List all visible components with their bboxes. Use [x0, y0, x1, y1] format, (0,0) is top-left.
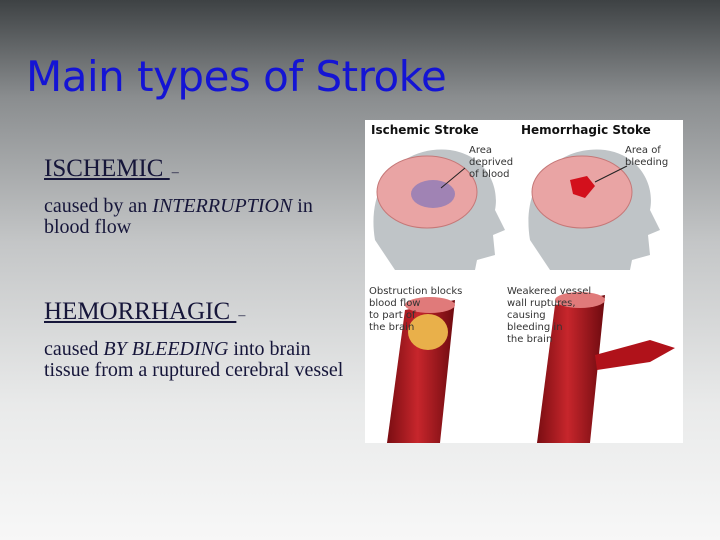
figure-label: bleeding in — [507, 322, 563, 333]
section-heading: HEMORRHAGIC – — [44, 297, 354, 331]
ischemic-section: ISCHEMIC – caused by an INTERRUPTION in … — [44, 154, 354, 238]
emphasis: INTERRUPTION — [152, 195, 293, 217]
body-text: caused by an — [44, 195, 153, 217]
dash: – — [171, 165, 179, 180]
figure-label: the brain — [507, 334, 552, 345]
hemorrhagic-section: HEMORRHAGIC – caused BY BLEEDING into br… — [44, 297, 354, 381]
figure-label: of blood — [469, 169, 510, 180]
figure-label: the brain — [369, 322, 414, 333]
figure-label: Area of — [625, 145, 661, 156]
figure-label: Area — [469, 145, 492, 156]
body-text: caused — [44, 338, 104, 360]
stroke-figure: Ischemic Stroke Hemorrhagic Stoke Areade… — [365, 120, 683, 443]
dash: – — [238, 308, 246, 323]
body-text: in blood flow — [44, 195, 313, 238]
figure-label: bleeding — [625, 157, 668, 168]
section-heading: ISCHEMIC – — [44, 154, 354, 188]
heading-text: ISCHEMIC — [44, 155, 170, 182]
figure-label: Obstruction blocks — [369, 286, 462, 297]
body-text: into brain tissue from a ruptured cerebr… — [44, 338, 344, 381]
figure-label: wall ruptures, — [507, 298, 576, 309]
section-body: caused BY BLEEDING into brain tissue fro… — [44, 339, 354, 381]
figure-label: blood flow — [369, 298, 420, 309]
figure-label: deprived — [469, 157, 513, 168]
figure-heading: Hemorrhagic Stoke — [521, 123, 651, 137]
heading-text: HEMORRHAGIC — [44, 298, 237, 325]
figure-label: Weakered vessel — [507, 286, 591, 297]
figure-label: to part of — [369, 310, 416, 321]
section-body: caused by an INTERRUPTION in blood flow — [44, 196, 354, 238]
figure-label: causing — [507, 310, 546, 321]
slide-title: Main types of Stroke — [26, 52, 447, 101]
figure-heading: Ischemic Stroke — [371, 123, 479, 137]
emphasis: BY BLEEDING — [103, 338, 229, 360]
